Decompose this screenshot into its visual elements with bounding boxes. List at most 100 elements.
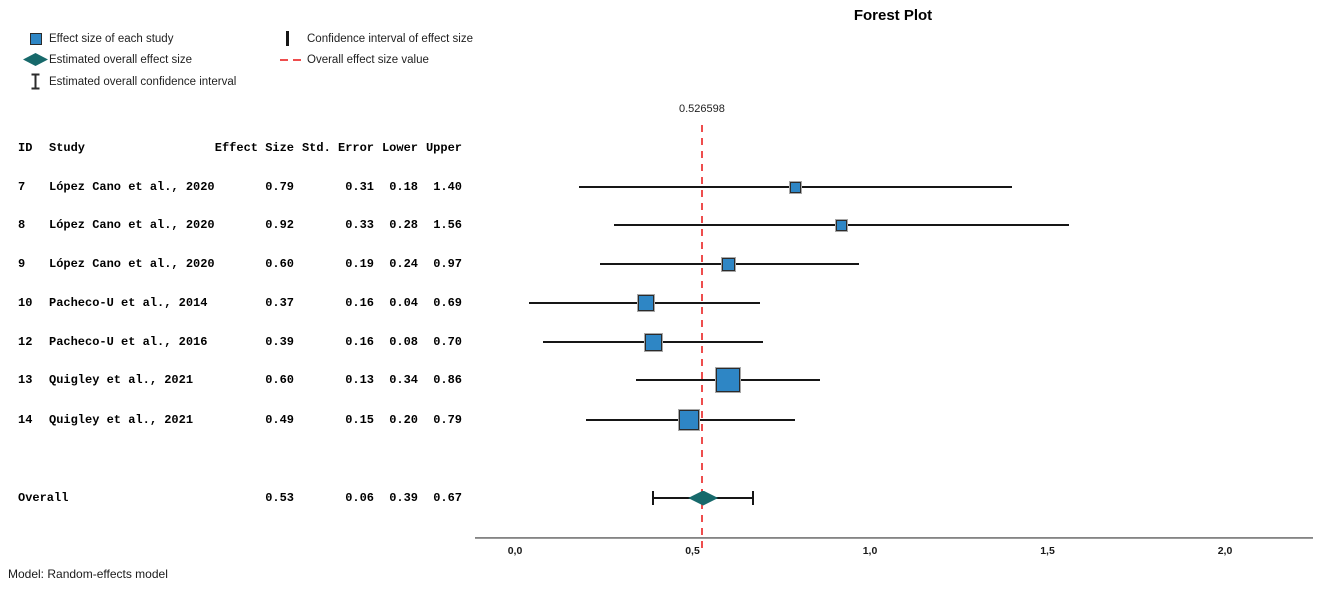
x-axis-tick-label: 0,0 bbox=[507, 545, 523, 557]
legend-item-overall-effect: Estimated overall effect size bbox=[22, 51, 236, 68]
x-axis-tick-label: 1,5 bbox=[1040, 545, 1055, 557]
legend-label: Estimated overall effect size bbox=[49, 53, 192, 66]
lower-cell: 0.18 bbox=[389, 180, 418, 194]
x-axis-tick-label: 2,0 bbox=[1217, 545, 1233, 557]
std-error-cell: 0.19 bbox=[345, 257, 374, 271]
effect-size-marker bbox=[721, 257, 735, 271]
upper-cell: 0.86 bbox=[433, 373, 462, 387]
table-row: 13 Quigley et al., 2021 0.60 0.13 0.34 0.86 bbox=[18, 373, 464, 387]
lower-cell: 0.08 bbox=[389, 335, 418, 349]
col-header-id: ID bbox=[18, 141, 33, 155]
legend-label: Effect size of each study bbox=[49, 32, 174, 45]
study-id-cell: 7 bbox=[18, 180, 26, 194]
effect-size-cell: 0.39 bbox=[265, 335, 294, 349]
upper-cell: 0.70 bbox=[433, 335, 462, 349]
study-name-cell: López Cano et al., 2020 bbox=[49, 218, 215, 232]
table-row-overall: Overall 0.53 0.06 0.39 0.67 bbox=[18, 491, 464, 505]
std-error-cell: 0.31 bbox=[345, 180, 374, 194]
std-error-cell: 0.15 bbox=[345, 413, 374, 427]
std-error-cell: 0.13 bbox=[345, 373, 374, 387]
table-row: 14 Quigley et al., 2021 0.49 0.15 0.20 0.79 bbox=[18, 413, 464, 427]
effect-size-cell: 0.60 bbox=[265, 373, 294, 387]
upper-cell: 0.79 bbox=[433, 413, 462, 427]
overall-value-label: 0.526598 bbox=[678, 103, 725, 115]
std-error-cell: 0.33 bbox=[345, 218, 374, 232]
study-id-cell: 9 bbox=[18, 257, 26, 271]
legend-label: Estimated overall confidence interval bbox=[49, 75, 237, 88]
page-title: Forest Plot bbox=[853, 7, 933, 24]
col-header-study: Study bbox=[49, 141, 86, 155]
upper-cell: 1.56 bbox=[433, 218, 462, 232]
study-name-cell: Pacheco-U et al., 2016 bbox=[49, 335, 208, 349]
effect-size-cell: 0.92 bbox=[265, 218, 294, 232]
std-error-cell: 0.16 bbox=[345, 335, 374, 349]
study-id-cell: 10 bbox=[18, 296, 33, 310]
effect-size-cell: 0.53 bbox=[265, 491, 294, 505]
lower-cell: 0.34 bbox=[389, 373, 418, 387]
table-row: 10 Pacheco-U et al., 2014 0.37 0.16 0.04 0.69 bbox=[18, 296, 464, 310]
legend-label: Overall effect size value bbox=[307, 53, 429, 66]
overall-value-dash-icon bbox=[280, 58, 303, 61]
overall-ci-left-cap bbox=[652, 491, 655, 505]
upper-cell: 0.67 bbox=[433, 491, 462, 505]
x-axis-tick-label: 1,0 bbox=[862, 545, 878, 557]
std-error-cell: 0.16 bbox=[345, 296, 374, 310]
study-id-cell: 12 bbox=[18, 335, 33, 349]
table-row: 8 López Cano et al., 2020 0.92 0.33 0.28 1.56 bbox=[18, 218, 464, 232]
table-row: 7 López Cano et al., 2020 0.79 0.31 0.18 1.40 bbox=[18, 180, 464, 194]
table-row: 12 Pacheco-U et al., 2016 0.39 0.16 0.08 0.70 bbox=[18, 335, 464, 349]
legend-label: Confidence interval of effect size bbox=[307, 32, 473, 45]
study-name-cell: Quigley et al., 2021 bbox=[49, 413, 194, 427]
legend-right-column: Confidence interval of effect size Overa… bbox=[280, 30, 473, 72]
col-header-lower: Lower bbox=[381, 141, 418, 155]
x-axis-line bbox=[475, 537, 1313, 539]
effect-size-cell: 0.79 bbox=[265, 180, 294, 194]
model-note: Model: Random-effects model bbox=[8, 567, 168, 581]
effect-size-cell: 0.49 bbox=[265, 413, 294, 427]
x-axis-tick-label: 0,5 bbox=[685, 545, 700, 557]
study-name-cell: López Cano et al., 2020 bbox=[49, 257, 215, 271]
col-header-effect: Effect Size bbox=[214, 141, 294, 155]
lower-cell: 0.28 bbox=[389, 218, 418, 232]
overall-diamond-icon bbox=[23, 53, 48, 66]
effect-size-cell: 0.37 bbox=[265, 296, 294, 310]
legend-item-ci: Confidence interval of effect size bbox=[280, 30, 473, 47]
legend-left-column: Effect size of each study Estimated over… bbox=[22, 30, 236, 94]
effect-size-marker bbox=[789, 181, 801, 193]
col-header-std-error: Std. Error bbox=[301, 141, 374, 155]
col-header-upper: Upper bbox=[425, 141, 462, 155]
legend-item-overall-value: Overall effect size value bbox=[280, 51, 473, 68]
table-header-row: ID Study Effect Size Std. Error Lower Up… bbox=[18, 141, 464, 155]
lower-cell: 0.24 bbox=[389, 257, 418, 271]
study-name-cell: Pacheco-U et al., 2014 bbox=[49, 296, 208, 310]
lower-cell: 0.39 bbox=[389, 491, 418, 505]
overall-effect-diamond bbox=[688, 490, 719, 506]
ci-bar-icon bbox=[286, 31, 289, 46]
upper-cell: 0.97 bbox=[433, 257, 462, 271]
study-id-cell: 14 bbox=[18, 413, 33, 427]
effect-size-marker bbox=[836, 219, 848, 231]
study-name-cell: López Cano et al., 2020 bbox=[49, 180, 215, 194]
overall-label-cell: Overall bbox=[18, 491, 69, 505]
study-id-cell: 13 bbox=[18, 373, 33, 387]
upper-cell: 0.69 bbox=[433, 296, 462, 310]
legend-item-overall-ci: Estimated overall confidence interval bbox=[22, 73, 236, 90]
overall-value-line bbox=[700, 125, 703, 553]
plot-area: 0.526598 0,0 0,5 1,0 1,5 2,0 bbox=[475, 0, 1315, 593]
table-row: 9 López Cano et al., 2020 0.60 0.19 0.24 0.97 bbox=[18, 257, 464, 271]
study-name-cell: Quigley et al., 2021 bbox=[49, 373, 194, 387]
upper-cell: 1.40 bbox=[433, 180, 462, 194]
lower-cell: 0.20 bbox=[389, 413, 418, 427]
overall-ci-right-cap bbox=[751, 491, 754, 505]
overall-ci-ibeam-icon bbox=[31, 73, 40, 90]
study-table: ID Study Effect Size Std. Error Lower Up… bbox=[18, 0, 464, 520]
effect-size-marker bbox=[638, 295, 655, 311]
legend-item-study-effect: Effect size of each study bbox=[22, 30, 236, 47]
std-error-cell: 0.06 bbox=[345, 491, 374, 505]
effect-size-marker bbox=[716, 368, 740, 392]
lower-cell: 0.04 bbox=[389, 296, 418, 310]
study-id-cell: 8 bbox=[18, 218, 26, 232]
effect-size-marker bbox=[678, 410, 699, 430]
effect-size-marker bbox=[644, 333, 662, 351]
